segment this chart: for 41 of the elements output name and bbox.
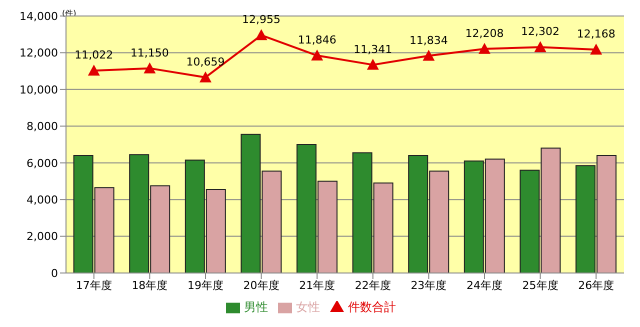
legend-label: 男性 [244,300,268,314]
y-tick-label: 12,000 [20,46,58,60]
data-label: 11,846 [298,34,336,47]
data-label: 10,659 [186,55,225,68]
x-tick-label: 21年度 [299,278,336,292]
data-label: 12,955 [242,13,281,26]
data-label: 11,022 [74,48,114,62]
y-tick-label: 0 [51,266,58,280]
point [478,42,490,54]
x-tick-label: 22年度 [354,278,391,292]
x-tick-label: 18年度 [132,278,168,292]
data-label: 12,168 [576,28,616,41]
x-tick-label: 23年度 [410,278,447,292]
legend-label: 件数合計 [348,300,396,314]
data-label: 11,834 [409,34,448,47]
y-tick-label: 14,000 [20,10,58,23]
y-tick-label: 4,000 [26,193,58,206]
x-tick-label: 24年度 [466,278,502,292]
legend-label: 女性 [296,300,320,314]
point [311,50,324,61]
x-tick-label: 26年度 [578,278,614,292]
point [534,41,546,52]
point [144,62,156,74]
y-tick-label: 2,000 [26,230,58,244]
point [422,50,435,61]
point [590,44,602,55]
point [366,58,379,70]
x-tick-label: 17年度 [76,278,112,292]
point [88,64,100,76]
x-tick-label: 19年度 [188,278,224,292]
point [255,29,268,40]
point [200,71,212,82]
data-label: 12,302 [521,25,560,38]
data-label: 11,150 [130,46,169,60]
x-tick-label: 25年度 [522,278,558,292]
data-label: 12,208 [465,26,504,40]
y-tick-label: 8,000 [26,120,58,134]
data-label: 11,341 [354,42,392,56]
y-tick-label: 10,000 [20,83,58,96]
y-tick-label: 6,000 [26,156,58,170]
x-tick-label: 20年度 [243,278,280,292]
